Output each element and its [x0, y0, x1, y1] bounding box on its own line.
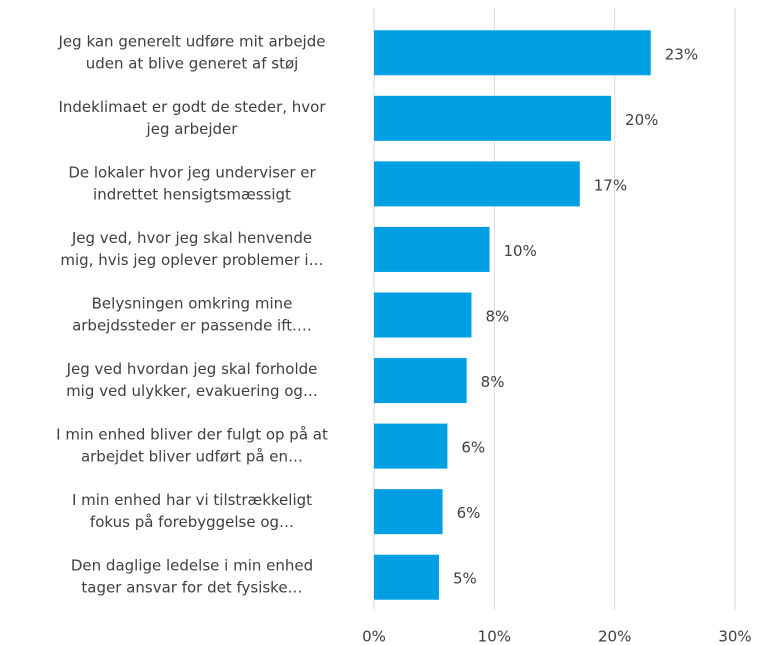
x-tick-label: 0%	[362, 628, 386, 645]
category-label: mig, hvis jeg oplever problemer i…	[60, 251, 323, 269]
bar	[374, 226, 490, 272]
category-label: arbejdssteder er passende ift.…	[72, 317, 312, 335]
value-label: 6%	[461, 439, 485, 457]
category-label: arbejdet bliver udført på en…	[81, 448, 303, 466]
category-label: Indeklimaet er godt de steder, hvor	[58, 98, 326, 116]
bar	[374, 161, 580, 207]
category-label: fokus på forebyggelse og…	[90, 513, 294, 531]
category-label: mig ved ulykker, evakuering og…	[66, 382, 318, 400]
category-label: jeg arbejder	[146, 120, 239, 138]
bar	[374, 292, 472, 338]
x-tick-label: 10%	[478, 628, 511, 645]
category-label: uden at blive generet af støj	[86, 54, 299, 72]
value-label: 6%	[457, 504, 481, 522]
x-tick-label: 20%	[598, 628, 631, 645]
bar	[374, 95, 612, 141]
category-label: I min enhed har vi tilstrækkeligt	[72, 491, 312, 509]
category-label: Jeg kan generelt udføre mit arbejde	[58, 32, 326, 50]
value-label: 10%	[504, 242, 537, 260]
category-label: Den daglige ledelse i min enhed	[71, 557, 313, 575]
value-label: 8%	[481, 373, 505, 391]
category-label: Jeg ved hvordan jeg skal forholde	[66, 360, 318, 378]
bar	[374, 489, 443, 535]
category-label: De lokaler hvor jeg underviser er	[68, 163, 316, 181]
bar	[374, 358, 467, 404]
value-label: 5%	[453, 570, 477, 588]
category-label: tager ansvar for det fysiske…	[81, 579, 302, 597]
bar	[374, 30, 651, 76]
bar	[374, 554, 439, 600]
bar	[374, 423, 448, 469]
category-label: I min enhed bliver der fulgt op på at	[56, 426, 328, 444]
value-label: 23%	[665, 45, 698, 63]
value-label: 17%	[594, 176, 627, 194]
value-label: 20%	[625, 111, 658, 129]
category-label: Belysningen omkring mine	[92, 295, 293, 313]
value-label: 8%	[485, 308, 509, 326]
category-label: Jeg ved, hvor jeg skal henvende	[71, 229, 312, 247]
x-tick-label: 30%	[718, 628, 751, 645]
category-label: indrettet hensigtsmæssigt	[93, 185, 291, 203]
